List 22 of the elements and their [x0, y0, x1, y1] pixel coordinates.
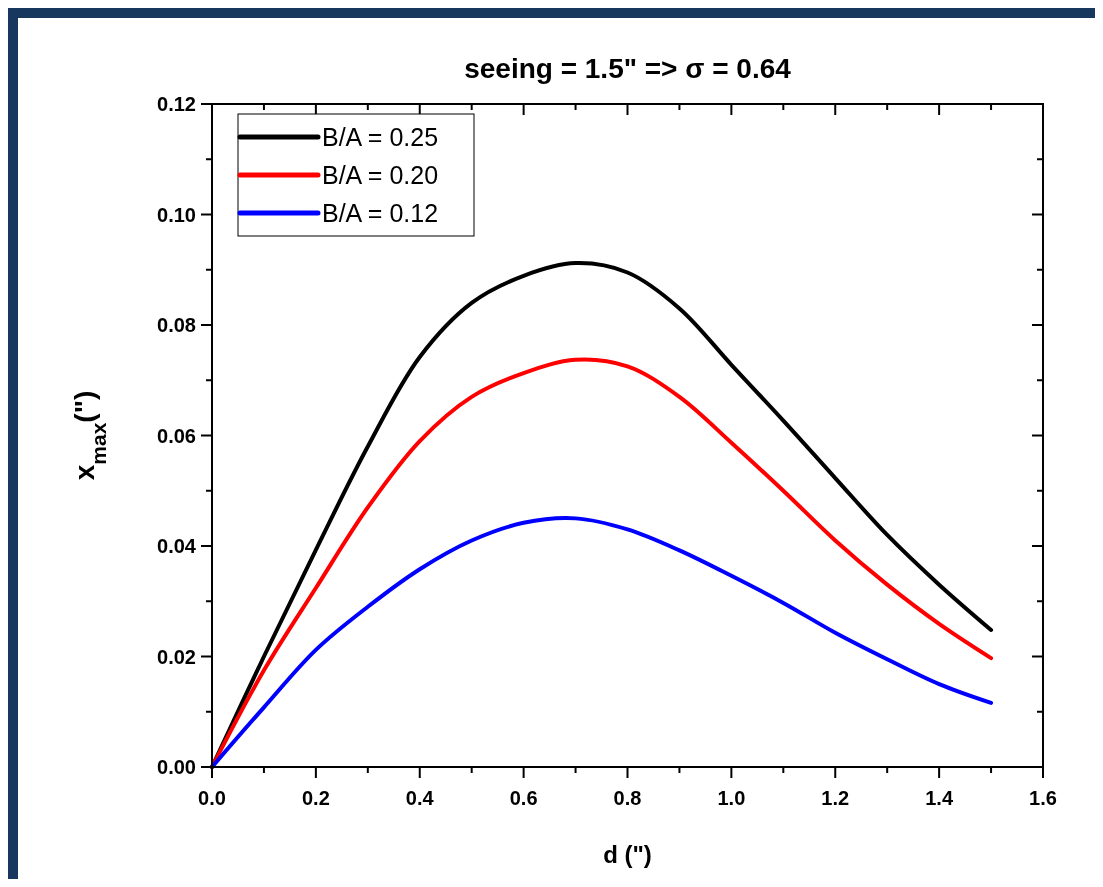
x-tick-label: 0.4	[405, 787, 435, 809]
chart-title: seeing = 1.5" => σ = 0.64	[464, 53, 792, 84]
y-tick-label: 0.00	[157, 756, 196, 778]
legend-label: B/A = 0.25	[322, 123, 439, 151]
x-tick-label: 1.2	[821, 787, 850, 809]
x-tick-label: 0.8	[613, 787, 642, 809]
legend-label: B/A = 0.20	[322, 161, 439, 189]
x-tick-label: 1.4	[925, 787, 954, 809]
x-tick-label: 0.2	[301, 787, 330, 809]
x-axis-title: d (")	[603, 841, 652, 868]
y-tick-label: 0.12	[157, 93, 196, 115]
x-tick-label: 0.6	[509, 787, 538, 809]
y-tick-label: 0.02	[157, 645, 196, 668]
x-tick-label: 1.6	[1029, 787, 1057, 809]
y-tick-label: 0.06	[157, 424, 196, 447]
y-tick-label: 0.04	[157, 535, 197, 557]
legend-label: B/A = 0.12	[322, 199, 439, 227]
line-series	[210, 516, 994, 769]
y-tick-label: 0.08	[157, 314, 196, 336]
y-tick-label: 0.10	[157, 203, 196, 226]
x-tick-label: 0.0	[198, 787, 226, 809]
x-tick-label: 1.0	[717, 787, 746, 809]
